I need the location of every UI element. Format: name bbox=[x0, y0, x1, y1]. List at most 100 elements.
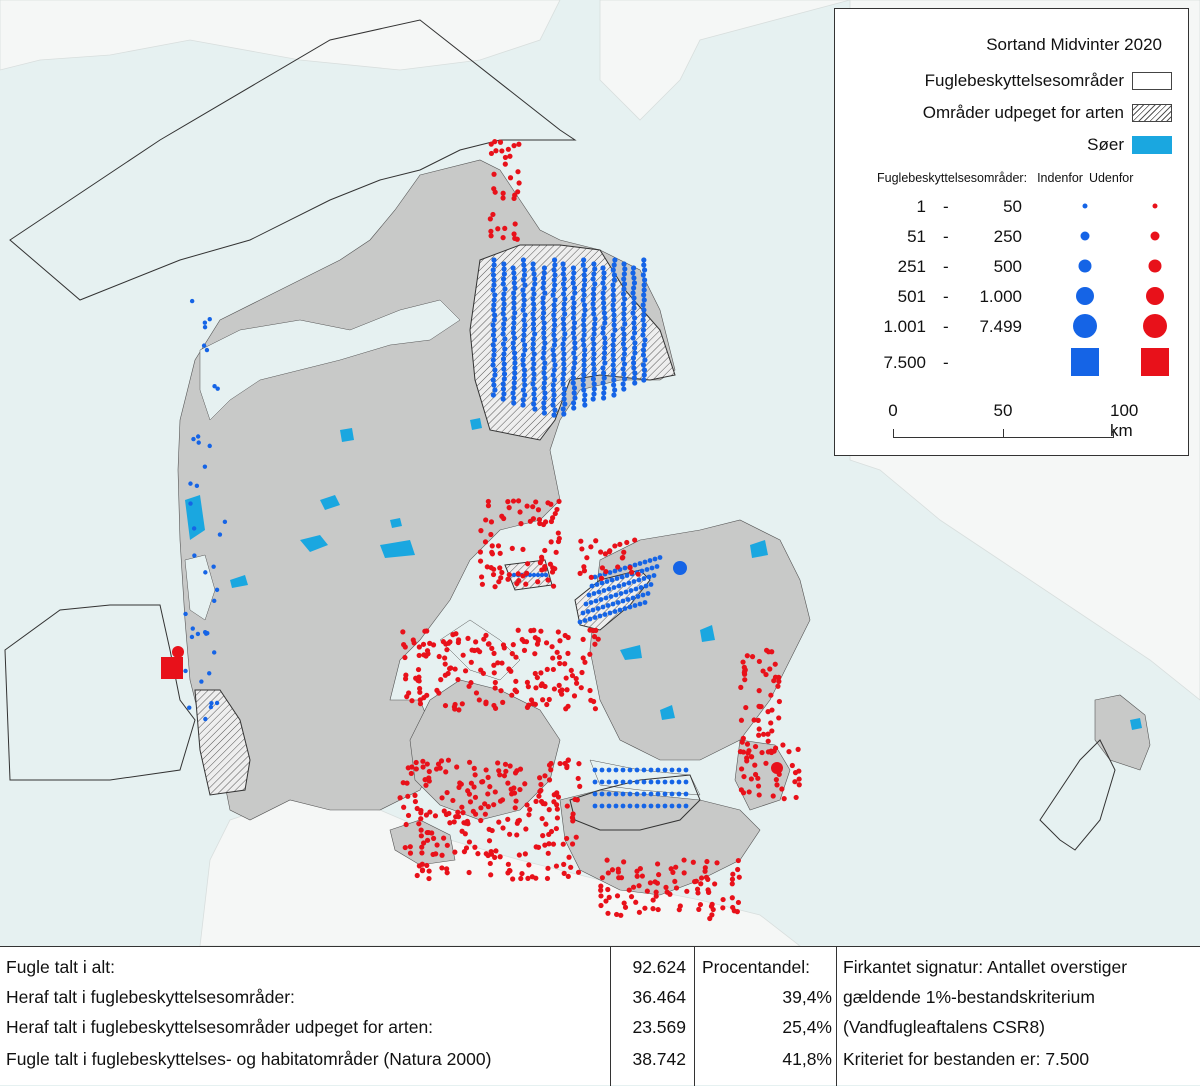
scalebar-tick-label: 100 km bbox=[1110, 401, 1139, 440]
outside-observation-point bbox=[407, 844, 413, 850]
outside-observation-point bbox=[506, 572, 512, 578]
inside-observation-point bbox=[592, 266, 598, 272]
inside-observation-point bbox=[511, 320, 517, 326]
inside-observation-point bbox=[620, 366, 626, 372]
outside-observation-point bbox=[540, 697, 546, 703]
outside-observation-point bbox=[497, 139, 504, 145]
inside-observation-point bbox=[651, 573, 657, 578]
outside-observation-point bbox=[546, 777, 553, 783]
outside-observation-point bbox=[536, 793, 542, 799]
protection-area-ebeltoft bbox=[569, 774, 701, 831]
outside-observation-point bbox=[742, 677, 748, 683]
inside-observation-point bbox=[490, 377, 496, 383]
inside-observation-point bbox=[570, 280, 576, 286]
outside-observation-point bbox=[634, 868, 640, 874]
inside-observation-point bbox=[591, 311, 597, 317]
outside-observation-point bbox=[571, 693, 578, 699]
inside-observation-point bbox=[601, 588, 607, 593]
outside-observation-point bbox=[476, 697, 482, 703]
inside-observation-point bbox=[631, 300, 637, 306]
class-from: 501 bbox=[897, 287, 926, 306]
outside-observation-point bbox=[741, 671, 748, 677]
inside-observation-point bbox=[601, 285, 607, 291]
inside-observation-point bbox=[591, 371, 597, 377]
white-swatch-icon bbox=[1132, 72, 1172, 90]
inside-observation-point bbox=[599, 791, 605, 797]
inside-observation-point bbox=[599, 580, 605, 586]
inside-observation-point bbox=[501, 351, 507, 357]
inside-observation-point bbox=[669, 803, 675, 809]
outside-observation-point bbox=[466, 759, 473, 765]
outside-observation-point bbox=[512, 221, 518, 227]
outside-observation-point bbox=[460, 810, 466, 816]
designated-area-west-wadden[interactable] bbox=[194, 689, 251, 796]
outside-observation-point bbox=[532, 670, 538, 677]
inside-observation-point bbox=[202, 320, 208, 325]
outside-observation-point bbox=[755, 783, 762, 789]
inside-observation-point bbox=[490, 392, 496, 398]
inside-observation-point bbox=[188, 501, 193, 506]
inside-observation-point bbox=[585, 609, 591, 614]
outside-observation-point bbox=[405, 765, 411, 771]
inside-observation-point bbox=[521, 262, 527, 268]
outside-observation-point bbox=[496, 768, 502, 774]
outside-observation-point bbox=[655, 906, 661, 913]
inside-observation-point bbox=[552, 262, 558, 268]
outside-observation-point bbox=[565, 703, 571, 709]
outside-observation-point bbox=[580, 636, 586, 642]
inside-observation-point bbox=[622, 266, 628, 272]
inside-observation-point bbox=[598, 597, 604, 602]
outside-observation-point bbox=[531, 627, 537, 633]
lake-swatch-icon bbox=[1132, 136, 1172, 154]
inside-observation-point bbox=[191, 526, 197, 531]
class-dash: - bbox=[943, 227, 949, 246]
outside-observation-point bbox=[436, 653, 442, 660]
inside-observation-point bbox=[551, 412, 557, 418]
outside-observation-point bbox=[768, 720, 774, 726]
legend-item-label: Søer bbox=[1087, 135, 1124, 154]
inside-observation-point bbox=[560, 406, 566, 412]
outside-observation-point bbox=[544, 701, 550, 708]
legend-item-label: Områder udpeget for arten bbox=[922, 103, 1124, 122]
inside-observation-point bbox=[501, 271, 507, 277]
inside-observation-point bbox=[641, 367, 648, 373]
outside-observation-point bbox=[606, 549, 612, 555]
outside-observation-point bbox=[605, 886, 611, 893]
inside-observation-point bbox=[215, 386, 220, 391]
outside-observation-point bbox=[420, 641, 427, 647]
outside-observation-point bbox=[525, 875, 531, 881]
outside-observation-point bbox=[738, 684, 744, 690]
inside-observation-point bbox=[560, 316, 566, 322]
inside-observation-point bbox=[581, 332, 587, 338]
inside-observation-point bbox=[669, 767, 675, 773]
outside-observation-point bbox=[760, 731, 767, 737]
outside-observation-point bbox=[765, 708, 771, 715]
outside-observation-point bbox=[515, 627, 521, 633]
outside-observation-point bbox=[695, 890, 701, 896]
inside-observation-point bbox=[541, 330, 547, 336]
outside-circle-icon bbox=[1148, 259, 1162, 273]
inside-observation-point bbox=[620, 341, 627, 347]
outside-observation-point bbox=[465, 635, 471, 641]
inside-observation-point bbox=[551, 322, 558, 328]
inside-observation-point bbox=[623, 589, 629, 595]
inside-observation-point bbox=[502, 346, 508, 352]
inside-observation-point bbox=[632, 370, 638, 376]
inside-observation-point bbox=[572, 340, 578, 346]
outside-observation-point bbox=[622, 904, 629, 910]
inside-observation-point bbox=[676, 803, 682, 809]
inside-observation-point bbox=[490, 342, 496, 348]
outside-observation-point bbox=[604, 857, 610, 863]
outside-observation-point bbox=[532, 701, 538, 707]
inside-observation-point bbox=[592, 803, 598, 809]
inside-observation-point bbox=[648, 803, 654, 809]
inside-observation-point bbox=[542, 340, 548, 346]
outside-observation-point bbox=[568, 864, 574, 870]
inside-observation-point bbox=[500, 276, 507, 282]
inside-observation-point bbox=[522, 347, 528, 353]
inside-observation-point bbox=[562, 331, 568, 337]
inside-observation-point bbox=[500, 331, 506, 337]
inside-observation-point bbox=[492, 367, 498, 373]
inside-observation-point bbox=[560, 271, 566, 277]
outside-observation-point bbox=[581, 564, 587, 570]
